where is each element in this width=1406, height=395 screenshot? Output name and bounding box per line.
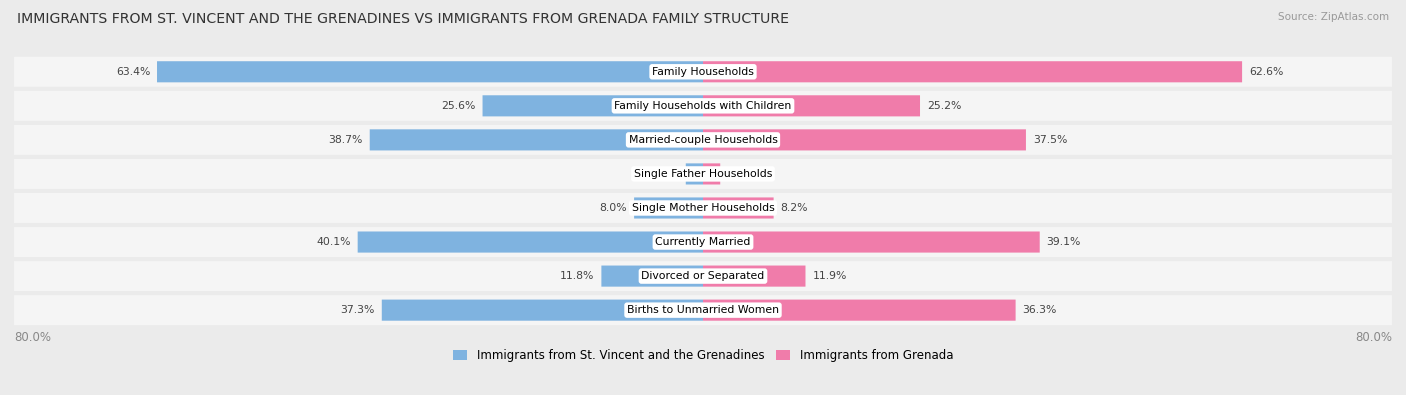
Text: Married-couple Households: Married-couple Households xyxy=(628,135,778,145)
Text: 8.0%: 8.0% xyxy=(599,203,627,213)
Text: 36.3%: 36.3% xyxy=(1022,305,1057,315)
Text: Family Households with Children: Family Households with Children xyxy=(614,101,792,111)
Text: 63.4%: 63.4% xyxy=(115,67,150,77)
Text: Family Households: Family Households xyxy=(652,67,754,77)
Text: Source: ZipAtlas.com: Source: ZipAtlas.com xyxy=(1278,12,1389,22)
FancyBboxPatch shape xyxy=(14,159,1392,189)
FancyBboxPatch shape xyxy=(14,261,1392,291)
Text: 39.1%: 39.1% xyxy=(1046,237,1081,247)
Text: 62.6%: 62.6% xyxy=(1249,67,1284,77)
FancyBboxPatch shape xyxy=(703,129,1026,150)
FancyBboxPatch shape xyxy=(703,164,720,184)
FancyBboxPatch shape xyxy=(634,198,703,218)
FancyBboxPatch shape xyxy=(703,299,1015,321)
Text: 11.8%: 11.8% xyxy=(560,271,595,281)
Text: 8.2%: 8.2% xyxy=(780,203,808,213)
FancyBboxPatch shape xyxy=(370,129,703,150)
Text: Births to Unmarried Women: Births to Unmarried Women xyxy=(627,305,779,315)
FancyBboxPatch shape xyxy=(703,265,806,287)
FancyBboxPatch shape xyxy=(703,95,920,117)
Text: Single Mother Households: Single Mother Households xyxy=(631,203,775,213)
Legend: Immigrants from St. Vincent and the Grenadines, Immigrants from Grenada: Immigrants from St. Vincent and the Gren… xyxy=(453,350,953,363)
Text: 80.0%: 80.0% xyxy=(1355,331,1392,344)
Text: Single Father Households: Single Father Households xyxy=(634,169,772,179)
FancyBboxPatch shape xyxy=(357,231,703,252)
Text: 25.6%: 25.6% xyxy=(441,101,475,111)
Text: 37.5%: 37.5% xyxy=(1033,135,1067,145)
FancyBboxPatch shape xyxy=(14,91,1392,121)
FancyBboxPatch shape xyxy=(157,61,703,82)
FancyBboxPatch shape xyxy=(14,57,1392,87)
Text: 80.0%: 80.0% xyxy=(14,331,51,344)
Text: Divorced or Separated: Divorced or Separated xyxy=(641,271,765,281)
Text: 37.3%: 37.3% xyxy=(340,305,375,315)
Text: 2.0%: 2.0% xyxy=(727,169,755,179)
FancyBboxPatch shape xyxy=(14,125,1392,155)
Text: 40.1%: 40.1% xyxy=(316,237,350,247)
Text: IMMIGRANTS FROM ST. VINCENT AND THE GRENADINES VS IMMIGRANTS FROM GRENADA FAMILY: IMMIGRANTS FROM ST. VINCENT AND THE GREN… xyxy=(17,12,789,26)
Text: 11.9%: 11.9% xyxy=(813,271,846,281)
FancyBboxPatch shape xyxy=(482,95,703,117)
Text: 38.7%: 38.7% xyxy=(329,135,363,145)
FancyBboxPatch shape xyxy=(14,193,1392,223)
FancyBboxPatch shape xyxy=(703,198,773,218)
FancyBboxPatch shape xyxy=(686,164,703,184)
FancyBboxPatch shape xyxy=(703,61,1241,82)
FancyBboxPatch shape xyxy=(602,265,703,287)
FancyBboxPatch shape xyxy=(703,231,1039,252)
Text: Currently Married: Currently Married xyxy=(655,237,751,247)
FancyBboxPatch shape xyxy=(14,227,1392,257)
FancyBboxPatch shape xyxy=(382,299,703,321)
FancyBboxPatch shape xyxy=(14,295,1392,325)
Text: 25.2%: 25.2% xyxy=(927,101,962,111)
Text: 2.0%: 2.0% xyxy=(651,169,679,179)
